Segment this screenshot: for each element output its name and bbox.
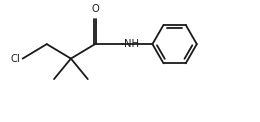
- Text: Cl: Cl: [11, 54, 21, 64]
- Text: NH: NH: [124, 39, 139, 49]
- Text: O: O: [91, 4, 99, 14]
